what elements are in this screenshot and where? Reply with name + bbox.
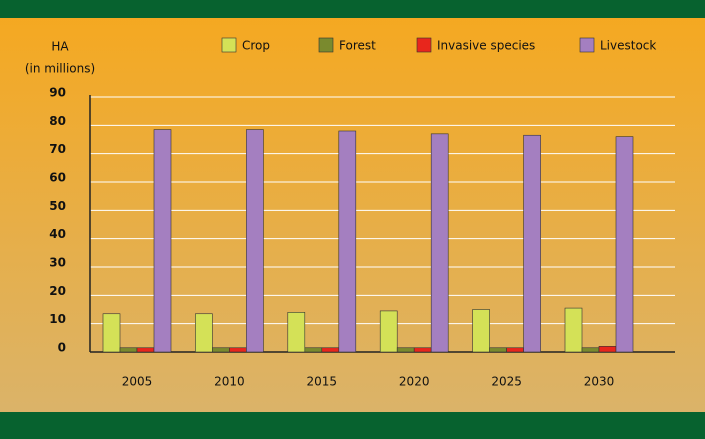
bar [430, 133, 449, 353]
bar [287, 312, 306, 353]
bar [304, 347, 323, 353]
bar [523, 134, 541, 353]
bar [321, 347, 340, 353]
bar [119, 347, 138, 353]
legend-swatch [579, 37, 595, 53]
bar [212, 347, 230, 353]
bar [338, 130, 357, 353]
legend-label: Crop [242, 39, 270, 53]
bar [102, 313, 121, 353]
y-tick-label: 80 [49, 114, 66, 128]
bar [472, 309, 490, 353]
y-tick-label: 20 [49, 284, 66, 298]
bar [195, 313, 213, 353]
x-tick-label: 2010 [214, 375, 245, 389]
bar [136, 347, 155, 353]
top-band [0, 0, 705, 18]
y-tick-label: 70 [49, 142, 66, 156]
y-tick-label: 50 [49, 199, 66, 213]
bar [598, 346, 617, 353]
x-tick-label: 2030 [584, 375, 615, 389]
legend-label: Invasive species [437, 39, 535, 53]
bar [246, 129, 264, 353]
y-tick-label: 60 [49, 171, 66, 185]
bar [581, 347, 600, 353]
x-tick-label: 2005 [122, 375, 153, 389]
y-tick-label: 40 [49, 227, 66, 241]
legend-label: Livestock [600, 39, 656, 53]
x-tick-label: 2020 [399, 375, 430, 389]
bar [506, 347, 524, 353]
y-tick-label: 30 [49, 256, 66, 270]
legend-swatch [221, 37, 237, 53]
bar [396, 347, 415, 353]
legend-label: Forest [339, 39, 376, 53]
bar [153, 129, 172, 353]
x-tick-label: 2015 [307, 375, 338, 389]
y-axis-label: HA [51, 40, 69, 54]
bar [229, 347, 247, 353]
legend-swatch [416, 37, 432, 53]
bar [564, 307, 583, 353]
y-tick-label: 0 [58, 341, 66, 355]
bottom-band [0, 412, 705, 439]
bar [413, 347, 432, 353]
legend-swatch [318, 37, 334, 53]
bar [489, 347, 507, 353]
y-tick-label: 90 [49, 86, 66, 100]
y-axis-label: (in millions) [25, 62, 95, 76]
bar [379, 310, 398, 353]
y-tick-label: 10 [49, 312, 66, 326]
x-tick-label: 2025 [491, 375, 522, 389]
bar [615, 136, 634, 353]
